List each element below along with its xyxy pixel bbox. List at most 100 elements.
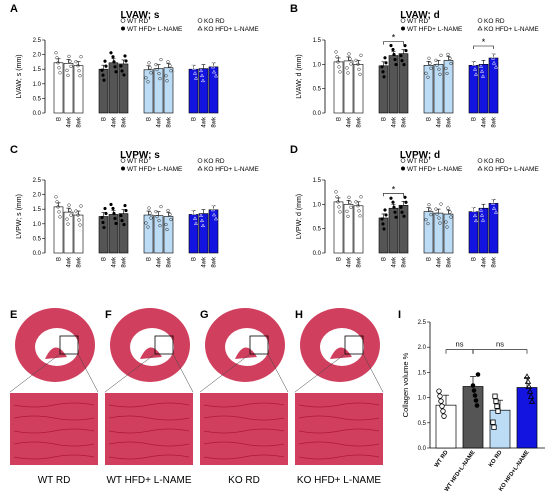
x-tick-label: 4wk <box>157 116 163 128</box>
data-point <box>77 218 81 222</box>
data-point <box>338 70 342 74</box>
legend: WT RD KO RD WT HFD+ L-NAME KO HFD+ L-NAME <box>400 158 539 173</box>
y-tick-label: 2.0 <box>33 193 42 199</box>
zoom-line <box>362 353 384 393</box>
y-tick-label: 0.0 <box>33 111 42 117</box>
data-point <box>336 200 340 204</box>
bar <box>333 201 344 254</box>
chart-title: LVAW; s <box>121 10 160 21</box>
legend-label: KO RD <box>484 158 505 165</box>
legend-marker <box>477 25 483 31</box>
data-point <box>470 383 476 388</box>
bar <box>468 65 479 114</box>
data-point <box>428 61 432 65</box>
legend-label: WT RD <box>407 158 428 165</box>
data-point <box>68 208 72 212</box>
bar <box>478 207 489 254</box>
data-point <box>394 215 398 219</box>
data-point <box>348 200 352 204</box>
legend: WT RD KO RD WT HFD+ L-NAME KO HFD+ L-NAME <box>120 158 259 173</box>
data-point <box>211 69 217 74</box>
legend-label: WT RD <box>127 158 148 165</box>
x-tick-label: 8wk <box>357 116 363 128</box>
fiber-stripe <box>203 441 285 447</box>
data-point <box>77 69 81 73</box>
data-point <box>523 373 531 379</box>
x-tick-label: B <box>382 257 388 261</box>
data-point <box>58 71 62 75</box>
data-point <box>354 58 358 62</box>
data-point <box>473 398 479 403</box>
data-point <box>482 54 488 58</box>
data-point <box>427 202 431 207</box>
data-point <box>100 215 104 220</box>
legend-label: WT HFD+ L-NAME <box>407 166 463 173</box>
data-point <box>394 62 398 67</box>
data-point <box>120 69 124 73</box>
papillary-muscle <box>235 347 257 359</box>
x-tick-label: 8wk <box>212 256 218 268</box>
x-tick-label: 8wk <box>402 256 408 268</box>
data-point <box>54 195 58 199</box>
x-tick-label: B <box>147 257 153 261</box>
data-point <box>448 210 452 214</box>
data-point <box>67 203 71 207</box>
data-point <box>203 63 209 68</box>
data-point <box>383 208 387 212</box>
bar <box>198 213 209 254</box>
legend-label: WT RD <box>127 18 148 25</box>
data-point <box>123 203 127 208</box>
y-tick-label: 1.5 <box>418 370 427 376</box>
bar <box>488 203 499 254</box>
data-point <box>337 65 341 69</box>
data-point <box>381 222 385 226</box>
legend-marker <box>197 25 203 31</box>
histology-label: WT HFD+ L-NAME <box>106 475 191 486</box>
x-tick-label: B <box>57 117 63 121</box>
data-point <box>472 67 478 71</box>
x-tick-label: B <box>192 257 198 261</box>
legend-marker <box>401 26 405 31</box>
data-point <box>475 372 481 377</box>
x-tick-label: 4wk <box>437 116 443 128</box>
fiber-stripe <box>298 441 380 447</box>
data-point <box>490 55 496 60</box>
zoom-line <box>9 353 61 393</box>
data-point <box>380 217 384 221</box>
data-point <box>147 61 151 65</box>
chart-title: LVPW; s <box>120 150 160 161</box>
significance-label: * <box>392 33 396 43</box>
legend-marker <box>121 166 125 171</box>
data-point <box>148 66 152 70</box>
data-point <box>354 200 358 204</box>
data-point <box>114 221 118 226</box>
data-point <box>488 45 494 50</box>
data-point <box>490 419 496 425</box>
data-point <box>144 221 148 225</box>
data-point <box>213 73 219 78</box>
x-tick-label: 8wk <box>447 116 453 128</box>
bar <box>63 211 74 254</box>
data-point <box>58 215 62 219</box>
fiber-stripe <box>298 415 380 421</box>
bar <box>208 209 219 254</box>
panel-letter: G <box>200 309 209 321</box>
data-point <box>399 53 403 58</box>
data-point <box>192 71 198 75</box>
data-point <box>473 72 479 76</box>
data-point <box>149 71 153 75</box>
y-tick-label: 2.5 <box>418 320 427 326</box>
x-tick-label: WT RD <box>434 450 450 469</box>
data-point <box>403 195 407 199</box>
data-point <box>68 59 72 64</box>
data-point <box>491 60 497 65</box>
legend-marker <box>401 166 405 171</box>
data-point <box>482 198 488 202</box>
data-point <box>334 50 338 54</box>
y-tick-label: 1.5 <box>313 38 322 44</box>
data-point <box>439 202 443 206</box>
data-point <box>104 64 108 68</box>
x-tick-label: 4wk <box>392 256 398 268</box>
histology-label: WT RD <box>38 475 71 486</box>
